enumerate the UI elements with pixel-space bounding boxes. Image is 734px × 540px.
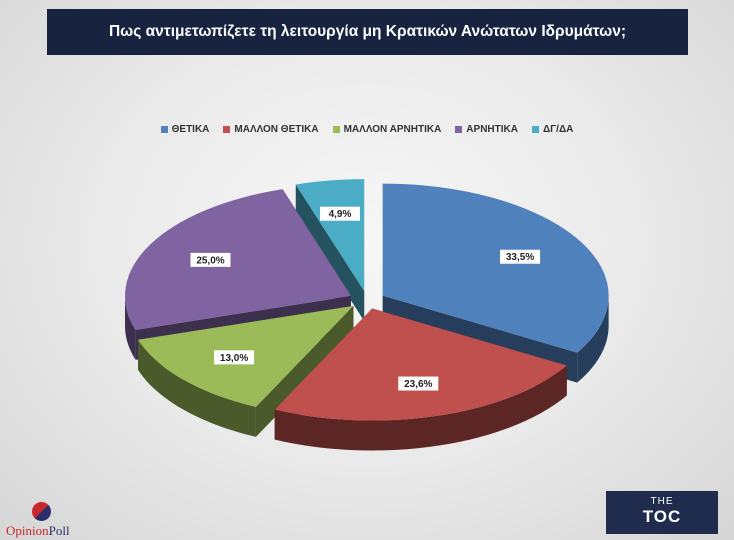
pie-slice-1 xyxy=(382,183,609,353)
chart-legend: ΘΕΤΙΚΑ ΜΑΛΛΟΝ ΘΕΤΙΚΑ ΜΑΛΛΟΝ ΑΡΝΗΤΙΚΑ ΑΡΝ… xyxy=(0,124,734,135)
legend-swatch xyxy=(332,126,340,133)
data-label: 25,0% xyxy=(196,255,224,266)
legend-label: ΔΓ/ΔΑ xyxy=(542,124,574,135)
legend-item-dg-da: ΔΓ/ΔΑ xyxy=(531,124,574,135)
data-label: 13,0% xyxy=(220,353,248,364)
opinion-poll-logo: OpinionPoll xyxy=(6,498,86,538)
data-label-box xyxy=(319,206,360,221)
pie-slice-side xyxy=(577,295,609,383)
pie-slice-4 xyxy=(125,189,352,330)
legend-swatch xyxy=(223,126,231,133)
pie-slice-side xyxy=(125,295,136,360)
pie-slice-wall xyxy=(295,184,365,322)
pie-slice-2 xyxy=(274,308,567,421)
pie-slice-side xyxy=(138,339,256,437)
chart-title-bar: Πως αντιμετωπίζετε τη λειτουργία μη Κρατ… xyxy=(47,9,688,55)
legend-swatch xyxy=(531,126,539,133)
the-toc-logo: THE TOC xyxy=(606,491,718,534)
the-toc-logo-the: THE xyxy=(650,496,674,507)
opinion-poll-logo-icon xyxy=(32,502,51,521)
the-toc-logo-main: TOC xyxy=(642,507,682,526)
data-label-box xyxy=(500,249,541,264)
chart-title: Πως αντιμετωπίζετε τη λειτουργία μη Κρατ… xyxy=(108,23,627,40)
legend-item-thetika: ΘΕΤΙΚΑ xyxy=(160,124,210,135)
data-label-box xyxy=(214,350,255,365)
data-label-box xyxy=(190,252,231,267)
legend-item-mallon-thetika: ΜΑΛΛΟΝ ΘΕΤΙΚΑ xyxy=(223,124,319,135)
legend-label: ΑΡΝΗΤΙΚΑ xyxy=(466,124,518,135)
data-label-box xyxy=(398,376,439,391)
data-label: 33,5% xyxy=(506,252,534,263)
opinion-poll-logo-text: OpinionPoll xyxy=(6,523,70,538)
legend-item-mallon-arnitika: ΜΑΛΛΟΝ ΑΡΝΗΤΙΚΑ xyxy=(332,124,442,135)
legend-label: ΘΕΤΙΚΑ xyxy=(171,124,210,135)
pie-slice-side xyxy=(274,365,567,451)
legend-item-arnitika: ΑΡΝΗΤΙΚΑ xyxy=(455,124,518,135)
pie-labels: 33,5% 23,6% 13,0% 25,0% 4,9% xyxy=(190,206,541,391)
pie-tops xyxy=(125,179,609,421)
legend-label: ΜΑΛΛΟΝ ΘΕΤΙΚΑ xyxy=(234,124,319,135)
legend-label: ΜΑΛΛΟΝ ΑΡΝΗΤΙΚΑ xyxy=(343,124,442,135)
legend-swatch xyxy=(160,126,168,133)
legend-swatch xyxy=(455,126,463,133)
data-label: 4,9% xyxy=(329,209,352,220)
data-label: 23,6% xyxy=(404,379,432,390)
